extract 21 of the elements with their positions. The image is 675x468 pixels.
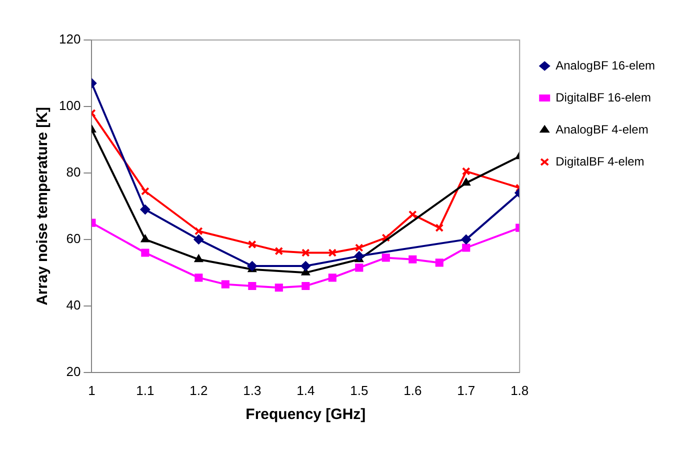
x-tick-label: 1.1 — [136, 382, 154, 398]
legend-label: DigitalBF 4-elem — [556, 154, 644, 168]
legend-label: AnalogBF 16-elem — [556, 58, 656, 72]
y-tick-label: 80 — [66, 164, 81, 180]
x-tick-label: 1.3 — [243, 382, 262, 398]
x-tick-label: 1.8 — [510, 382, 529, 398]
y-tick-label: 60 — [66, 231, 81, 246]
y-tick-label: 20 — [66, 364, 81, 379]
y-tick-label: 40 — [66, 298, 81, 312]
y-tick-label: 100 — [58, 98, 81, 114]
legend-label: AnalogBF 4-elem — [556, 122, 648, 136]
legend-label: DigitalBF 16-elem — [556, 90, 651, 104]
x-tick-label: 1 — [88, 382, 96, 398]
x-tick-label: 1.7 — [457, 382, 476, 398]
x-tick-label: 1.6 — [404, 382, 422, 398]
x-axis-title: Frequency [GHz] — [246, 406, 366, 424]
x-tick-label: 1.2 — [190, 382, 208, 398]
y-axis-title: Array noise temperature [K] — [34, 106, 52, 306]
x-tick-label: 1.4 — [296, 382, 315, 398]
y-tick-label: 120 — [58, 32, 81, 47]
x-tick-label: 1.5 — [350, 382, 368, 398]
